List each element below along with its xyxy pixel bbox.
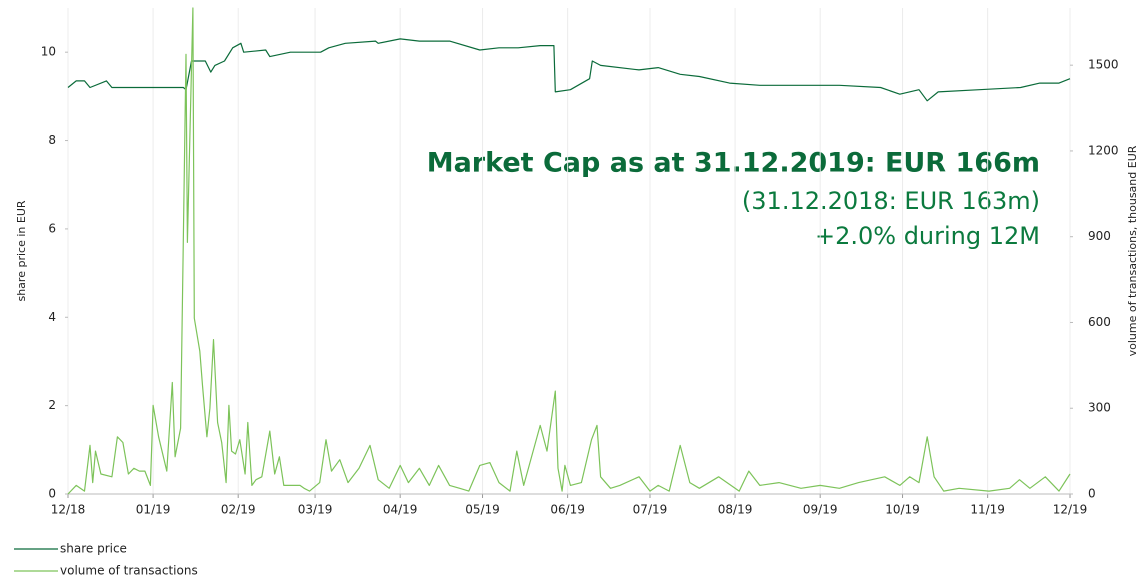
y2-tick-label: 0 bbox=[1088, 487, 1096, 501]
y2-axis-label: volume of transactions, thousand EUR bbox=[1126, 145, 1139, 356]
y-tick-label: 8 bbox=[48, 133, 56, 147]
x-tick-label: 12/18 bbox=[51, 503, 86, 517]
y2-tick-label: 1200 bbox=[1088, 143, 1119, 157]
x-tick-label: 10/19 bbox=[885, 503, 920, 517]
x-tick-label: 06/19 bbox=[550, 503, 585, 517]
annotation: Market Cap as at 31.12.2019: EUR 166m bbox=[427, 148, 1040, 179]
x-tick-label: 12/19 bbox=[1053, 503, 1088, 517]
y-tick-label: 0 bbox=[48, 487, 56, 501]
y2-tick-label: 900 bbox=[1088, 229, 1111, 243]
legend-label: share price bbox=[60, 542, 127, 556]
y2-tick-label: 1500 bbox=[1088, 58, 1119, 72]
y-axis-label: share price in EUR bbox=[15, 200, 28, 301]
x-tick-label: 02/19 bbox=[221, 503, 256, 517]
y-tick-label: 2 bbox=[48, 398, 56, 412]
annotation: +2.0% during 12M bbox=[815, 222, 1040, 250]
x-tick-label: 05/19 bbox=[465, 503, 500, 517]
y-tick-label: 4 bbox=[48, 310, 56, 324]
x-tick-label: 08/19 bbox=[718, 503, 753, 517]
y2-tick-label: 300 bbox=[1088, 401, 1111, 415]
y2-tick-label: 600 bbox=[1088, 315, 1111, 329]
legend-label: volume of transactions bbox=[60, 564, 198, 578]
x-tick-label: 01/19 bbox=[136, 503, 171, 517]
x-tick-label: 04/19 bbox=[383, 503, 418, 517]
x-tick-label: 11/19 bbox=[970, 503, 1005, 517]
x-tick-label: 07/19 bbox=[633, 503, 668, 517]
annotation: (31.12.2018: EUR 163m) bbox=[742, 187, 1040, 215]
y-tick-label: 10 bbox=[41, 45, 56, 59]
x-tick-label: 09/19 bbox=[803, 503, 838, 517]
series-line bbox=[67, 7, 1071, 495]
series-line bbox=[67, 38, 1071, 102]
y-tick-label: 6 bbox=[48, 221, 56, 235]
x-tick-label: 03/19 bbox=[298, 503, 333, 517]
